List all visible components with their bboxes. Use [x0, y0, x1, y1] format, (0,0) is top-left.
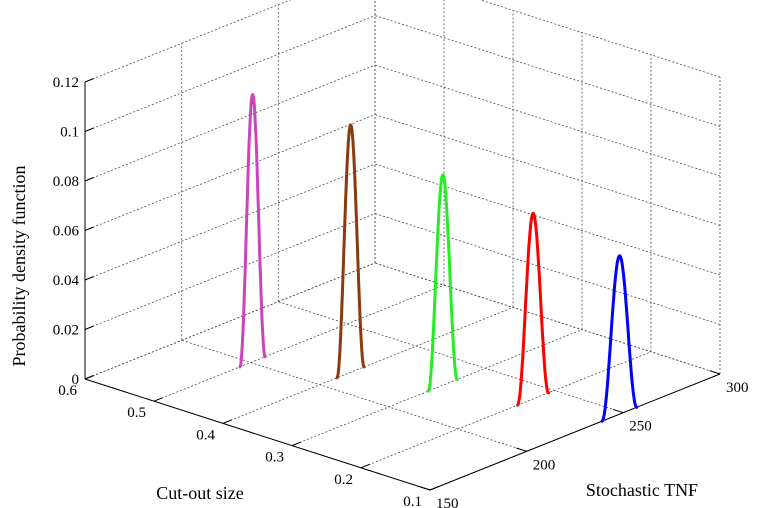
pdf-curve-1	[238, 93, 267, 369]
x-tick-label: 300	[726, 380, 749, 396]
grid-line	[291, 329, 583, 446]
grid-line	[153, 284, 445, 402]
y-tick-label: 0.4	[196, 427, 215, 443]
grid-line	[84, 64, 376, 182]
x-tick-label: 200	[533, 457, 556, 473]
grid-line	[84, 213, 376, 330]
x-tick-mark	[709, 370, 721, 375]
grid-line	[84, 262, 376, 380]
z-tick-label: 0.02	[53, 323, 79, 339]
y-axis-line	[84, 378, 431, 491]
z-tick-label: 0.1	[60, 125, 79, 141]
y-tick-label: 0.1	[403, 494, 422, 508]
y-tick-label: 0.5	[127, 405, 146, 421]
tick-labels: 150 200 250 300 0.1 0.2 0.3 0.4 0.5 0.60 0.02 0.04 0…	[53, 75, 749, 508]
grid-line	[374, 15, 721, 127]
x-axis-label: Stochastic TNF	[586, 480, 698, 500]
pdf-curve-2	[335, 123, 366, 380]
z-tick-mark	[84, 78, 94, 83]
x-tick-mark	[612, 408, 624, 414]
x-axis-line	[429, 373, 721, 491]
z-tick-mark	[84, 325, 94, 330]
grid-line	[278, 301, 624, 414]
z-tick-mark	[84, 177, 94, 182]
y-tick-mark	[360, 463, 370, 469]
y-tick-mark	[153, 397, 163, 402]
grid-line	[84, 163, 376, 281]
x-tick-label: 150	[436, 496, 459, 508]
z-tick-label: 0.06	[53, 224, 80, 240]
pdf-curve-3	[426, 173, 459, 393]
grid-line	[374, 262, 721, 375]
z-tick-label: 0.12	[53, 75, 79, 91]
pdf-curve-4	[516, 211, 550, 407]
x-tick-mark	[516, 447, 527, 452]
grid-line	[479, 0, 721, 78]
grid-line	[374, 64, 721, 177]
density-curves	[238, 93, 639, 423]
grid-line	[374, 163, 721, 276]
grid-line	[84, 15, 376, 132]
z-tick-mark	[84, 127, 94, 132]
y-axis-label: Cut-out size	[156, 483, 244, 503]
y-tick-mark	[291, 441, 301, 447]
grid-line	[84, 0, 292, 83]
grid-line	[222, 307, 514, 424]
x-tick-label: 250	[629, 419, 652, 435]
grid-line	[84, 114, 376, 231]
z-tick-label: 0.04	[53, 273, 80, 289]
y-tick-label: 0.2	[334, 472, 353, 488]
z-tick-label: 0.08	[53, 174, 79, 190]
z-axis-label: Probability density function	[9, 166, 29, 367]
pdf-curve-5	[600, 254, 639, 423]
z-tick-mark	[84, 276, 94, 281]
x-tick-mark	[419, 486, 431, 491]
y-tick-mark	[429, 486, 439, 491]
grid-line	[181, 339, 527, 452]
y-tick-label: 0.3	[265, 450, 284, 466]
z-tick-label: 0	[72, 372, 80, 388]
grid-line	[360, 351, 652, 469]
axes	[84, 78, 721, 491]
grid-line	[374, 114, 721, 226]
z-tick-mark	[84, 226, 94, 231]
z-tick-mark	[84, 375, 94, 380]
grid-line	[374, 213, 721, 325]
grid-lines	[84, 0, 721, 491]
y-tick-mark	[222, 419, 232, 424]
y-tick-label: 0.6	[58, 383, 77, 399]
